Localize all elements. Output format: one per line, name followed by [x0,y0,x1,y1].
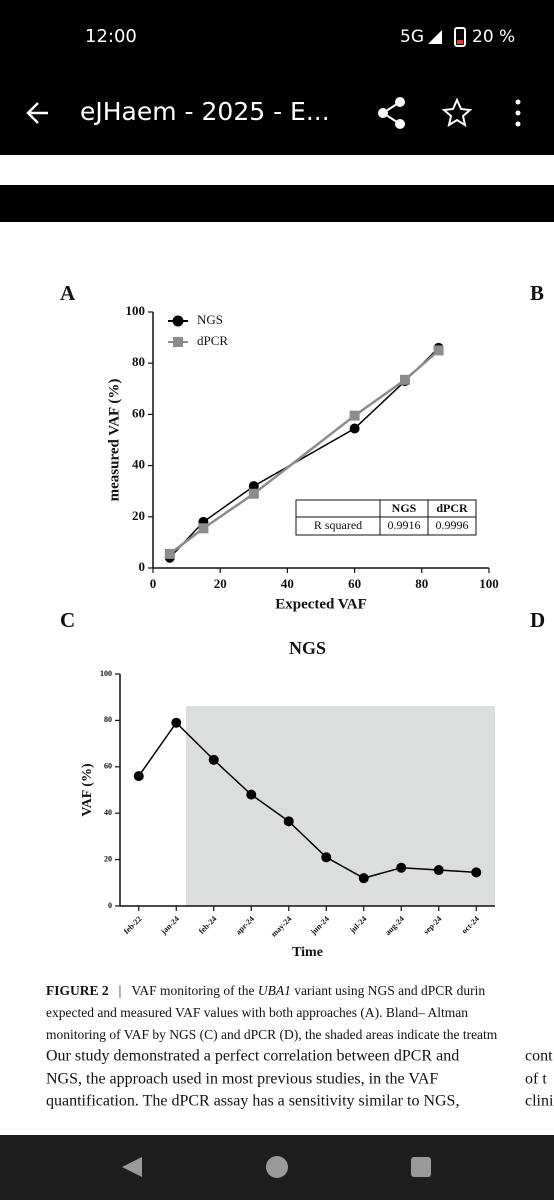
app-header [0,0,554,155]
x-tick-label: 20 [214,576,227,591]
table-header: dPCR [436,501,468,515]
y-tick-label: 0 [108,901,112,910]
signal-icon [428,30,442,44]
data-point [171,717,182,728]
toolbar-title: eJHaem - 2025 - E... [80,97,330,126]
x-tick-label: 100 [479,576,499,591]
table-cell: 0.9996 [436,518,469,532]
data-point [433,865,444,876]
data-point [248,481,259,492]
y-axis-label: VAF (%) [80,763,95,817]
status-network: 5G [400,27,424,47]
y-tick-label: 0 [139,559,146,574]
data-point [400,374,410,385]
chart-title: NGS [289,638,326,658]
x-axis-label: Time [292,945,323,960]
x-tick-label: feb-22 [122,914,143,935]
nav-recents[interactable] [411,1157,431,1177]
table-header: NGS [392,501,417,515]
body-text: Our study demonstrated a perfect correla… [46,1048,459,1065]
battery-level [457,40,463,44]
y-tick-label: 40 [132,457,145,472]
panel-label: B [530,281,544,305]
caption-text: expected and measured VAF values with bo… [46,1005,468,1020]
caption-text: monitoring of VAF by NGS (C) and dPCR (D… [46,1027,498,1042]
status-battery: 20 % [472,27,515,47]
status-time: 12:00 [85,26,137,47]
data-point [198,523,209,534]
x-tick-label: jun-24 [308,914,331,937]
y-tick-label: 60 [132,405,145,420]
back-button[interactable] [26,102,48,124]
r-squared-table: NGS dPCR R squared 0.9916 0.9996 [295,499,477,536]
caption-text: VAF monitoring of the [131,983,258,998]
body-text: of t [525,1071,547,1088]
y-tick-label: 80 [104,715,112,724]
y-tick-label: 60 [104,762,112,771]
more-button[interactable] [515,99,521,127]
y-tick-label: 40 [104,808,112,817]
caption-separator: | [119,983,122,998]
page-band [0,185,554,222]
panel-label: D [530,608,545,632]
x-tick-label: may-24 [269,914,293,938]
series-line [138,721,477,879]
panel-label: C [60,608,75,632]
panel-label: A [60,281,76,305]
x-tick-label: jul-24 [347,914,368,935]
data-point [246,789,257,800]
caption-text: variant using NGS and dPCR durin [291,983,485,998]
caption-label: FIGURE 2 [46,983,109,998]
figure-caption: FIGURE 2 | VAF monitoring of the UBA1 vari… [46,983,485,998]
table-cell: 0.9916 [388,518,421,532]
data-point [321,852,332,863]
x-tick-label: oct-24 [460,914,481,935]
battery-icon [454,27,466,47]
y-axis-label: measured VAF (%) [106,379,122,502]
y-tick-label: 20 [132,508,145,523]
y-tick-label: 80 [132,354,145,369]
data-point [471,867,482,878]
nav-home[interactable] [266,1156,288,1178]
x-tick-label: sep-24 [422,914,444,936]
x-tick-label: aug-24 [383,914,406,937]
series-line [169,349,440,555]
data-point [358,873,369,884]
nav-back[interactable] [122,1157,142,1177]
data-point [164,548,175,559]
data-point [396,862,407,873]
body-text: NGS, the approach used in most previous … [46,1071,438,1088]
y-tick-label: 20 [104,854,112,863]
legend-marker [173,337,183,347]
x-axis-label: Expected VAF [275,596,367,612]
x-tick-label: 0 [150,576,157,591]
y-tick-label: 100 [100,669,112,678]
data-point [349,423,360,434]
x-tick-label: 40 [281,576,294,591]
treatment-shading [186,706,495,906]
body-text: quantification. The dPCR assay has a sen… [46,1093,459,1110]
share-button[interactable] [378,97,405,129]
x-tick-label: jan-24 [158,914,180,936]
x-tick-label: 80 [415,576,428,591]
table-cell: R squared [314,518,362,532]
body-text: cont [525,1048,553,1065]
caption-text: UBA1 [258,983,291,998]
body-text: clini [525,1093,554,1110]
y-tick-label: 100 [126,303,146,318]
data-point [433,345,444,356]
x-tick-label: apr-24 [234,914,256,936]
x-tick-label: feb-24 [197,914,218,935]
legend-label: dPCR [197,333,228,348]
data-point [248,488,259,499]
data-point [133,771,144,782]
data-point [208,754,219,765]
data-point [283,816,294,827]
x-tick-label: 60 [348,576,361,591]
legend-label: NGS [197,312,223,327]
legend-marker [172,315,184,327]
data-point [349,410,360,421]
star-button[interactable] [441,97,473,128]
